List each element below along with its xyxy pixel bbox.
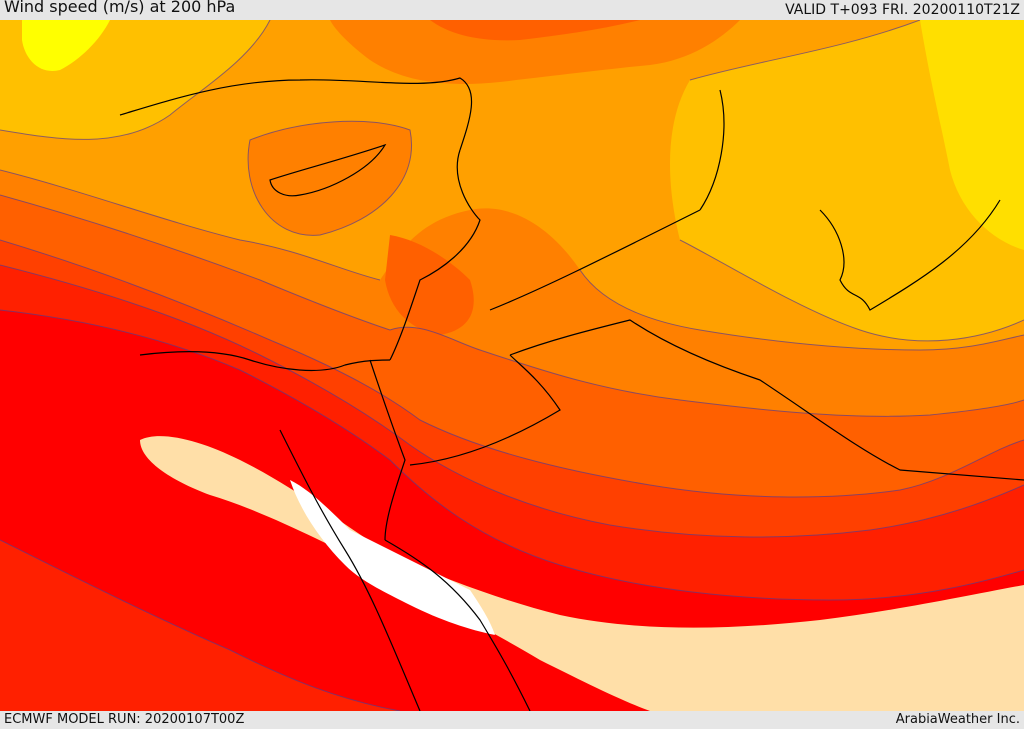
wind-speed-map: [0, 20, 1024, 711]
isotach-line: [0, 264, 1024, 538]
isotach-line: [689, 20, 921, 81]
isotach-line: [679, 239, 1024, 342]
wind-band-9: [0, 310, 1024, 711]
persian-gulf: [819, 199, 1001, 311]
footer-bar: ECMWF MODEL RUN: 20200107T00Z ArabiaWeat…: [0, 711, 1024, 729]
egypt-coast: [139, 351, 391, 372]
credit: ArabiaWeather Inc.: [895, 712, 1020, 727]
east-border: [699, 89, 725, 211]
turkey-coast: [119, 77, 473, 151]
red-sea-east: [384, 539, 531, 711]
levant-coast: [389, 149, 481, 361]
sinai-border: [369, 359, 406, 541]
map-title: Wind speed (m/s) at 200 hPa: [4, 0, 236, 16]
isotach-line: [247, 120, 412, 236]
red-sea-west: [279, 429, 421, 711]
isotach-line: [0, 194, 1024, 417]
wind-band-5: [330, 20, 740, 84]
saudi-border: [409, 354, 561, 466]
isotach-contours: [0, 20, 1024, 711]
header-bar: Wind speed (m/s) at 200 hPa VALID T+093 …: [0, 0, 1024, 20]
wind-band-11: [290, 480, 495, 635]
coastlines: [119, 77, 1024, 711]
valid-time: VALID T+093 FRI. 20200110T21Z: [785, 2, 1020, 18]
isotach-line: [579, 269, 1024, 351]
iraq-border: [489, 209, 701, 311]
isotach-line: [0, 309, 1024, 601]
wind-band-2: [920, 20, 1024, 250]
wind-band-1: [22, 20, 110, 71]
wind-band-6: [430, 20, 640, 41]
isotach-line: [0, 239, 1024, 498]
cyprus: [269, 143, 387, 197]
isotach-line: [0, 539, 401, 711]
model-run: ECMWF MODEL RUN: 20200107T00Z: [4, 712, 245, 727]
jordan-border: [509, 319, 1024, 481]
isotach-line: [0, 169, 381, 281]
wind-band-10: [140, 436, 1024, 711]
wind-band-6: [385, 235, 474, 335]
isotach-line: [0, 20, 271, 140]
wind-band-8: [0, 540, 400, 711]
